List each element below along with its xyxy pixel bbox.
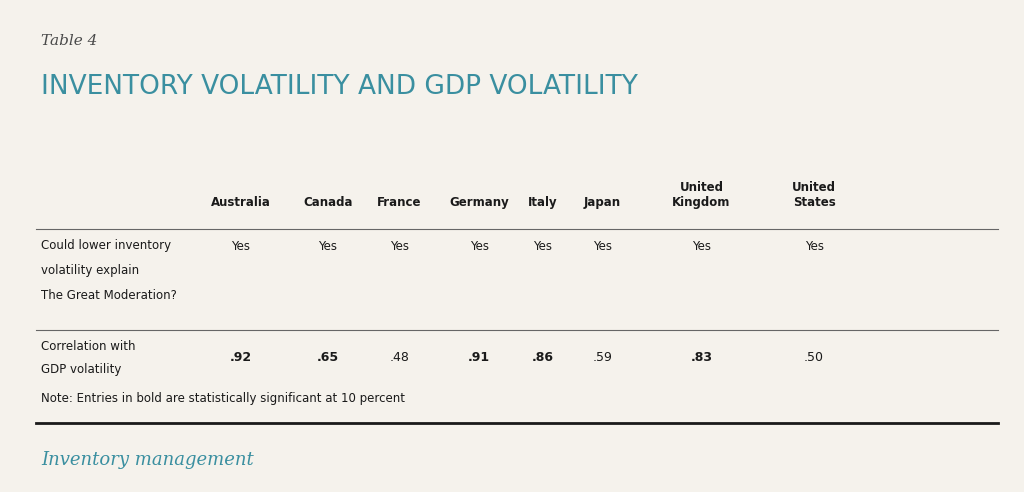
Text: .48: .48 bbox=[389, 351, 410, 365]
Text: Yes: Yes bbox=[390, 240, 409, 252]
Text: Note: Entries in bold are statistically significant at 10 percent: Note: Entries in bold are statistically … bbox=[41, 392, 404, 405]
Text: .50: .50 bbox=[804, 351, 824, 365]
Text: .91: .91 bbox=[468, 351, 490, 365]
Text: Yes: Yes bbox=[231, 240, 250, 252]
Text: .65: .65 bbox=[316, 351, 339, 365]
Text: .86: .86 bbox=[531, 351, 554, 365]
Text: Japan: Japan bbox=[584, 196, 621, 209]
Text: Canada: Canada bbox=[303, 196, 352, 209]
Text: The Great Moderation?: The Great Moderation? bbox=[41, 289, 177, 302]
Text: Yes: Yes bbox=[593, 240, 611, 252]
Text: .83: .83 bbox=[690, 351, 713, 365]
Text: volatility explain: volatility explain bbox=[41, 264, 139, 277]
Text: GDP volatility: GDP volatility bbox=[41, 363, 121, 375]
Text: United
States: United States bbox=[793, 181, 836, 209]
Text: Yes: Yes bbox=[805, 240, 823, 252]
Text: Italy: Italy bbox=[528, 196, 557, 209]
Text: Inventory management: Inventory management bbox=[41, 451, 254, 469]
Text: INVENTORY VOLATILITY AND GDP VOLATILITY: INVENTORY VOLATILITY AND GDP VOLATILITY bbox=[41, 74, 638, 100]
Text: Yes: Yes bbox=[470, 240, 488, 252]
Text: Table 4: Table 4 bbox=[41, 34, 97, 48]
Text: Yes: Yes bbox=[692, 240, 711, 252]
Text: Correlation with: Correlation with bbox=[41, 340, 135, 353]
Text: Yes: Yes bbox=[534, 240, 552, 252]
Text: Yes: Yes bbox=[318, 240, 337, 252]
Text: .92: .92 bbox=[229, 351, 252, 365]
Text: France: France bbox=[377, 196, 422, 209]
Text: Could lower inventory: Could lower inventory bbox=[41, 240, 171, 252]
Text: .59: .59 bbox=[592, 351, 612, 365]
Text: United
Kingdom: United Kingdom bbox=[672, 181, 731, 209]
Text: Australia: Australia bbox=[211, 196, 270, 209]
Text: Germany: Germany bbox=[450, 196, 509, 209]
